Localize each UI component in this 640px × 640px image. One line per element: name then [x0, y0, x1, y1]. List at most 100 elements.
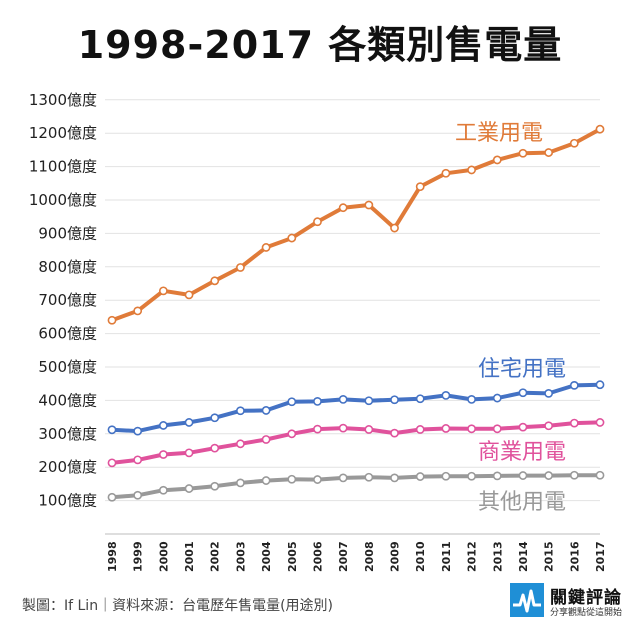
series-label: 工業用電 [455, 121, 543, 146]
data-point [569, 138, 579, 148]
data-point [261, 243, 271, 252]
data-point [364, 425, 374, 434]
y-tick-label: 1000億度 [29, 191, 97, 209]
x-tick-label: 2004 [260, 541, 273, 572]
data-point [595, 470, 605, 480]
data-point [390, 395, 399, 405]
y-tick-label: 900億度 [38, 224, 97, 242]
data-point [390, 223, 399, 233]
x-tick-label: 2002 [209, 541, 222, 572]
data-point [415, 182, 425, 192]
data-point [364, 396, 374, 406]
data-point [544, 148, 554, 157]
x-tick-label: 1998 [106, 541, 119, 572]
data-point [467, 165, 476, 175]
data-point [467, 394, 476, 404]
data-point [184, 448, 194, 458]
data-point [518, 148, 528, 158]
x-tick-label: 2014 [517, 541, 530, 572]
data-point [313, 424, 322, 434]
x-tick-label: 2013 [491, 541, 504, 572]
y-tick-label: 300億度 [38, 425, 97, 443]
series-line [111, 127, 601, 323]
data-point [261, 435, 271, 444]
page-title: 1998-2017 各類別售電量 [77, 23, 563, 67]
data-point [107, 425, 117, 435]
y-tick-label: 400億度 [38, 391, 97, 409]
x-tick-label: 2010 [414, 541, 427, 572]
data-point [158, 450, 168, 459]
x-tick-label: 2016 [568, 541, 581, 572]
data-point [441, 390, 451, 400]
data-point [441, 424, 451, 433]
data-point [492, 471, 502, 481]
series-label: 其他用電 [478, 490, 566, 515]
x-tick-label: 2005 [286, 541, 299, 572]
data-point [287, 397, 297, 407]
y-tick-label: 100億度 [38, 492, 97, 510]
data-point [338, 394, 348, 404]
data-point [595, 418, 605, 427]
data-point [210, 276, 220, 286]
data-point [492, 393, 502, 403]
data-point [569, 470, 579, 480]
data-point [544, 388, 554, 398]
x-tick-label: 1999 [132, 541, 145, 572]
data-point [313, 397, 322, 406]
y-tick-label: 1300億度 [29, 91, 97, 109]
data-point [287, 474, 297, 484]
brand-tagline: 分享觀點從這開始 [550, 608, 623, 618]
y-tick-label: 200億度 [38, 458, 97, 476]
data-point [467, 471, 476, 481]
data-point [492, 155, 502, 165]
data-point [133, 490, 143, 500]
x-tick-label: 2008 [363, 541, 376, 572]
data-point [518, 422, 528, 432]
y-tick-label: 500億度 [38, 358, 97, 376]
data-point [390, 428, 399, 438]
data-point [261, 476, 271, 485]
data-point [236, 406, 245, 416]
data-point [467, 424, 476, 434]
data-point [544, 471, 554, 480]
data-point [210, 413, 220, 423]
data-point [313, 475, 322, 484]
data-point [492, 424, 502, 434]
x-tick-label: 2000 [157, 541, 170, 572]
series-label: 商業用電 [478, 440, 566, 465]
data-point [441, 168, 451, 178]
data-point [133, 455, 143, 465]
x-tick-label: 2003 [234, 541, 247, 572]
y-tick-label: 600億度 [38, 325, 97, 343]
data-point [569, 380, 579, 390]
data-point [184, 484, 194, 493]
data-point [338, 423, 348, 433]
data-point [544, 421, 554, 431]
data-point [569, 418, 579, 428]
data-point [364, 200, 374, 210]
data-point [133, 306, 143, 316]
x-tick-label: 2017 [594, 541, 607, 572]
data-point [518, 388, 528, 398]
data-point [441, 471, 451, 481]
source-footer: 製圖：If Lin｜資料來源：台電歷年售電量(用途別) [22, 598, 333, 614]
data-point [364, 472, 374, 482]
brand-logo: 關鍵評論 分享觀點從這開始 [510, 583, 632, 623]
data-point [107, 458, 117, 468]
x-tick-label: 2011 [440, 541, 453, 572]
data-point [236, 263, 245, 272]
data-point [210, 443, 220, 453]
data-point [236, 439, 245, 449]
data-point [595, 380, 605, 390]
data-point [390, 473, 399, 483]
data-point [415, 425, 425, 434]
series-label: 住宅用電 [478, 357, 566, 382]
x-tick-label: 2009 [389, 541, 402, 572]
y-tick-label: 700億度 [38, 291, 97, 309]
x-tick-label: 2001 [183, 541, 196, 572]
x-tick-label: 2015 [543, 541, 556, 572]
data-point [287, 233, 297, 243]
data-point [415, 472, 425, 481]
data-point [210, 481, 220, 491]
